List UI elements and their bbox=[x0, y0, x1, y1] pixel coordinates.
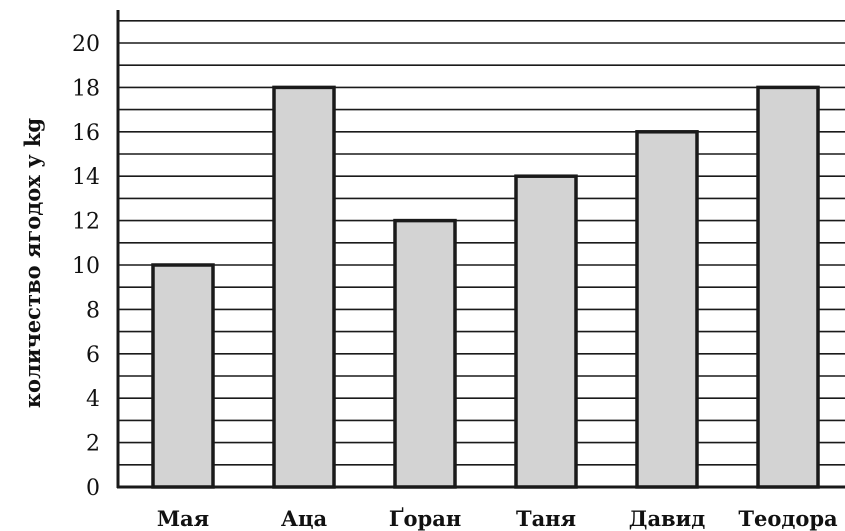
y-tick-label: 18 bbox=[72, 76, 100, 101]
y-tick-label: 12 bbox=[72, 210, 100, 235]
x-tick-label: Таня bbox=[516, 506, 576, 531]
y-tick-label: 2 bbox=[86, 432, 100, 457]
x-tick-label: Ґоран bbox=[389, 506, 461, 531]
y-tick-label: 16 bbox=[72, 121, 100, 146]
x-tick-label: Аца bbox=[281, 506, 328, 531]
bar bbox=[756, 85, 820, 489]
y-tick-label: 20 bbox=[72, 32, 100, 57]
x-category-labels: Мая Аца Ґоран Таня Давид Теодора bbox=[157, 506, 838, 531]
bar bbox=[393, 218, 457, 489]
y-tick-label: 4 bbox=[86, 387, 100, 412]
x-tick-label: Мая bbox=[157, 506, 209, 531]
axes bbox=[116, 10, 845, 489]
bar bbox=[514, 174, 578, 489]
y-tick-label: 14 bbox=[72, 165, 100, 190]
y-tick-labels: 0 2 4 6 8 10 12 14 16 18 20 bbox=[72, 32, 100, 501]
y-tick-label: 10 bbox=[72, 254, 100, 279]
bar bbox=[272, 85, 336, 489]
bar bbox=[151, 263, 215, 489]
x-tick-label: Давид bbox=[629, 506, 705, 531]
y-tick-label: 0 bbox=[86, 476, 100, 501]
bar bbox=[635, 130, 699, 489]
y-tick-label: 6 bbox=[86, 343, 100, 368]
bars bbox=[151, 85, 820, 489]
grid-lines bbox=[118, 19, 845, 466]
x-tick-label: Теодора bbox=[738, 506, 838, 531]
y-tick-label: 8 bbox=[86, 298, 100, 323]
y-axis-title: количество ягодох у kg bbox=[20, 118, 45, 409]
